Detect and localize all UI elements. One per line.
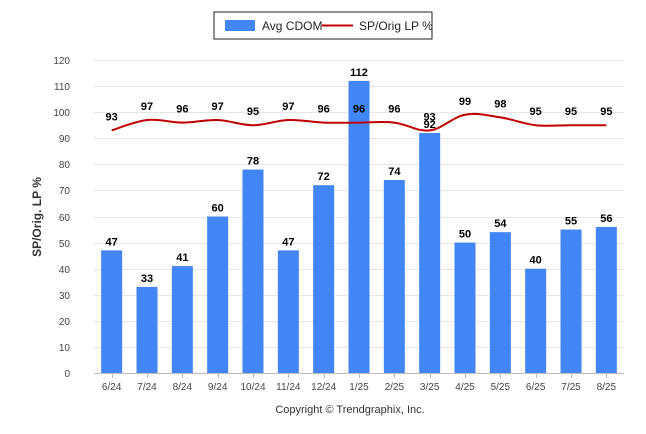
bar-data-label: 54 (494, 218, 507, 230)
y-axis-title: SP/Orig. LP % (30, 177, 44, 257)
bar-data-label: 40 (530, 255, 542, 267)
bar-series (101, 80, 617, 373)
x-tick-label: 4/25 (455, 382, 475, 393)
data-labels: 47 33 41 60 78 47 72 112 74 92 50 54 40 55 56 93 97 96 97 9… (106, 67, 613, 285)
line-data-label: 96 (176, 104, 188, 116)
x-tick-label: 10/24 (240, 382, 265, 393)
bar (136, 286, 158, 373)
x-tick-label: 1/25 (349, 382, 369, 393)
bar-data-label: 55 (565, 216, 577, 228)
bar (489, 232, 511, 373)
x-tick-label: 3/25 (420, 382, 440, 393)
legend: Avg CDOM SP/Orig LP % (213, 11, 433, 40)
legend-label-bar: Avg CDOM (262, 19, 322, 33)
line-series (111, 112, 607, 132)
bar (207, 216, 229, 373)
y-tick-label: 20 (59, 317, 71, 328)
line-data-label: 95 (530, 106, 542, 118)
bar-data-label: 72 (318, 171, 330, 183)
bar (101, 250, 123, 373)
x-tick-label: 8/25 (597, 382, 617, 393)
x-tick-label: 11/24 (276, 382, 301, 393)
y-tick-label: 80 (59, 160, 71, 171)
bar-data-label: 56 (600, 213, 612, 225)
x-tick-label: 2/25 (385, 382, 405, 393)
line-data-label: 96 (353, 104, 365, 116)
line-data-label: 98 (494, 98, 506, 110)
line-data-label: 97 (212, 101, 224, 113)
y-tick-label: 50 (59, 239, 71, 250)
bar-data-label: 112 (350, 67, 368, 79)
bar-data-label: 33 (141, 273, 153, 285)
x-tick-label: 12/24 (311, 382, 336, 393)
bar (242, 169, 264, 373)
y-tick-label: 40 (59, 265, 71, 276)
bar-data-label: 92 (424, 119, 436, 131)
bar (277, 250, 299, 373)
bar (595, 226, 617, 373)
x-tick-label: 9/24 (208, 382, 228, 393)
y-tick-label: 10 (59, 343, 71, 354)
legend-label-line: SP/Orig LP % (359, 19, 433, 33)
x-tick-label: 7/24 (137, 382, 157, 393)
bar (348, 80, 370, 373)
bar (313, 185, 335, 373)
bar-data-label: 78 (247, 156, 259, 168)
y-tick-label: 0 (64, 369, 70, 380)
line-data-label: 93 (424, 111, 436, 123)
bar-data-label: 74 (388, 166, 401, 178)
line-data-label: 95 (247, 106, 259, 118)
bar (419, 133, 441, 373)
bar (560, 229, 582, 373)
line-data-label: 93 (106, 111, 118, 123)
line-data-label: 96 (318, 104, 330, 116)
y-tick-label: 60 (59, 213, 71, 224)
bar (454, 242, 476, 373)
x-tick-label: 6/24 (102, 382, 122, 393)
bar-data-label: 60 (212, 203, 224, 215)
line-data-label: 97 (141, 101, 153, 113)
y-tick-label: 90 (59, 134, 71, 145)
line-data-label: 95 (600, 106, 612, 118)
bar-data-label: 47 (282, 236, 294, 248)
x-tick-label: 7/25 (561, 382, 581, 393)
copyright-text: Copyright © Trendgraphix, Inc. (275, 404, 424, 416)
bar (171, 266, 193, 373)
line-data-label: 97 (282, 101, 294, 113)
bar (525, 268, 547, 373)
y-tick-label: 70 (59, 186, 71, 197)
x-axis-ticks: 6/24 7/24 8/24 9/24 10/24 11/24 12/24 1/25 2/25 3… (102, 373, 617, 393)
y-tick-label: 120 (53, 56, 70, 67)
y-axis-ticks: 0 10 20 30 40 50 60 70 80 90 100 110 120 (53, 56, 70, 380)
bar (383, 179, 405, 373)
line-data-label: 95 (565, 106, 577, 118)
legend-swatch-bar (225, 20, 255, 31)
bar-data-label: 50 (459, 229, 471, 241)
bar-data-label: 41 (176, 252, 188, 264)
y-tick-label: 100 (53, 108, 70, 119)
bar-data-label: 47 (106, 236, 118, 248)
y-tick-label: 110 (54, 82, 70, 93)
x-tick-label: 6/25 (526, 382, 546, 393)
line-data-label: 99 (459, 96, 471, 108)
x-tick-label: 8/24 (173, 382, 193, 393)
line-data-label: 96 (388, 104, 400, 116)
x-tick-label: 5/25 (491, 382, 511, 393)
y-tick-label: 30 (59, 291, 71, 302)
line-path (111, 112, 607, 132)
